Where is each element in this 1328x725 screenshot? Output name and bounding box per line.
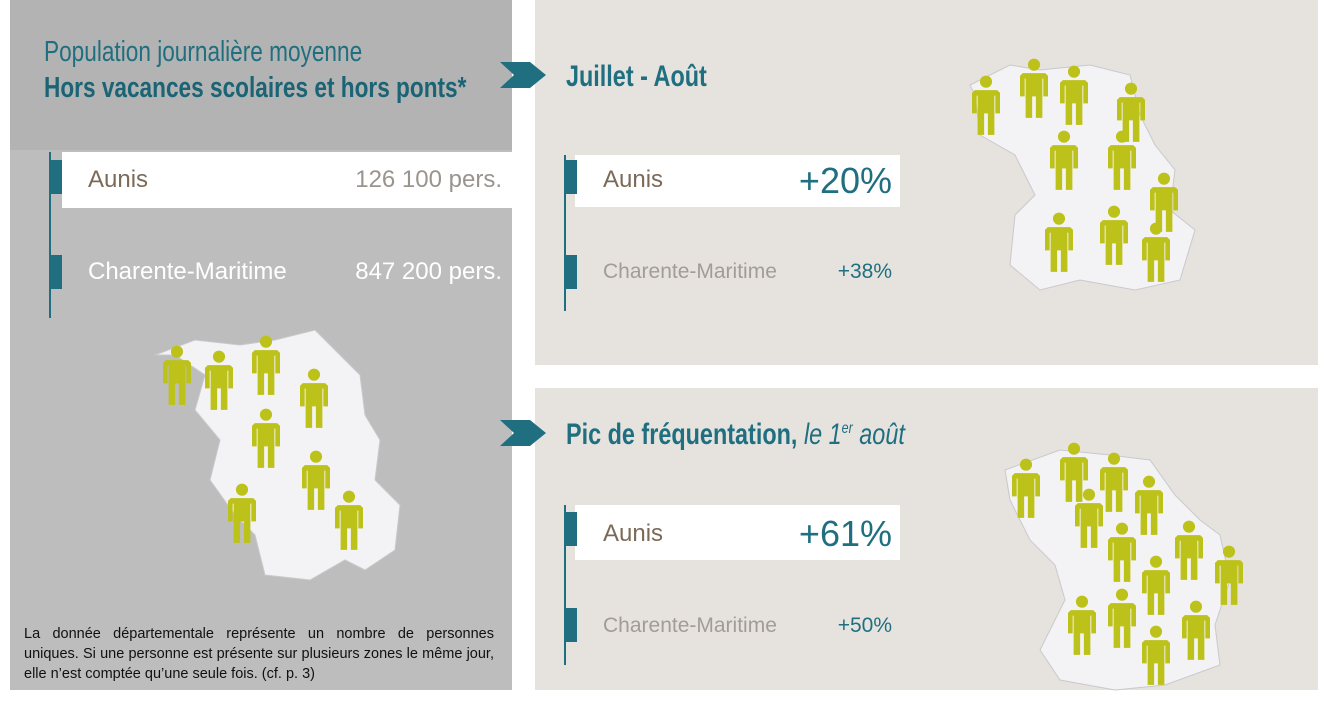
marker (566, 160, 577, 194)
row-highlight (575, 505, 900, 560)
row-label: Aunis (603, 520, 664, 547)
row-label: Aunis (603, 166, 664, 193)
title-text: Pic de fréquentation, (566, 418, 798, 451)
title-month: août (859, 418, 905, 451)
arrow (500, 420, 546, 446)
marker (51, 255, 62, 289)
row-highlight (62, 152, 512, 208)
left-header (10, 0, 512, 150)
divider (564, 155, 566, 311)
title: Hors vacances scolaires et hors ponts* (44, 72, 467, 104)
row-label: Aunis (88, 166, 149, 193)
row-value: 847 200 pers. (355, 258, 502, 285)
title: Population journalière moyenne (44, 36, 363, 68)
row-value: +38% (837, 260, 892, 283)
title-sup: er (841, 420, 853, 437)
row-value: +50% (837, 614, 892, 637)
row-label: Charente-Maritime (88, 258, 287, 285)
divider (49, 152, 51, 318)
marker (51, 160, 62, 194)
title-day: le 1 (803, 418, 842, 451)
panel-title: Pic de fréquentation, le 1er août (566, 418, 905, 452)
marker (566, 512, 577, 546)
marker (566, 255, 577, 289)
footnote: La donnée départementale représente un n… (24, 626, 494, 682)
arrow (500, 62, 546, 88)
row-value: 126 100 pers. (355, 166, 502, 193)
title-date: le 1er août (804, 418, 905, 451)
row-label: Charente-Maritime (603, 614, 777, 637)
row-value: +20% (798, 160, 892, 201)
divider (564, 505, 566, 665)
row-highlight (575, 155, 900, 207)
marker (566, 608, 577, 642)
row-value: +61% (798, 513, 892, 554)
panel-title: Juillet - Août (566, 60, 707, 93)
row-label: Charente-Maritime (603, 260, 777, 283)
